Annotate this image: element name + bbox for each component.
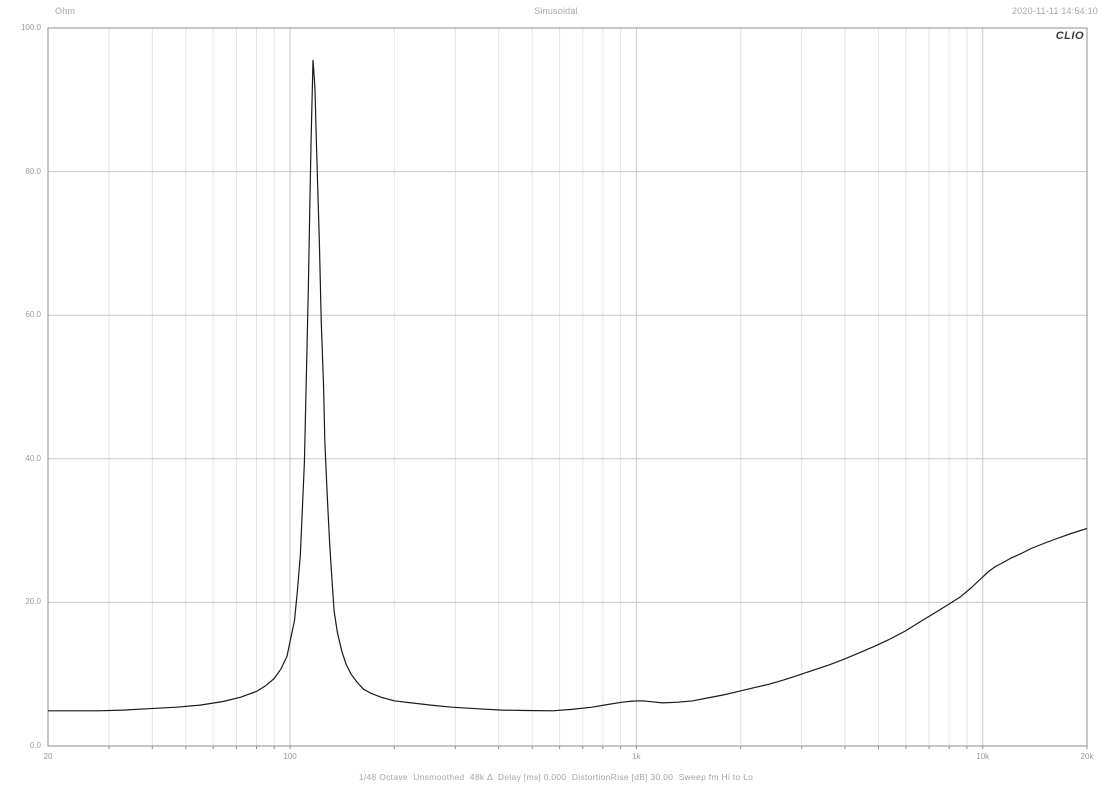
y-tick-label: 60.0	[25, 310, 41, 320]
y-axis-unit-label: Ohm	[55, 6, 76, 16]
datetime-stamp: 2020-11-11 14:54:10	[1011, 6, 1098, 16]
measurement-settings-caption: 1/48 Octave Unsmoothed 48k Δ Delay [ms] …	[358, 772, 754, 782]
x-tick-label: 1k	[632, 752, 641, 761]
clio-logo: CLIO	[1055, 30, 1084, 42]
y-tick-label: 100.0	[20, 23, 41, 32]
x-tick-label: 20k	[1080, 752, 1094, 761]
x-tick-label: 100	[283, 752, 297, 761]
x-tick-label: 10k	[976, 752, 990, 761]
x-tick-label: 20	[43, 752, 53, 761]
y-tick-label: 0.0	[29, 741, 41, 750]
y-tick-label: 40.0	[25, 453, 41, 463]
y-tick-label: 20.0	[25, 597, 41, 607]
impedance-chart-area	[47, 27, 1088, 749]
impedance-curve-plot	[47, 27, 1088, 749]
y-tick-label: 80.0	[25, 166, 41, 176]
page-title: Sinusoidal	[534, 6, 578, 16]
